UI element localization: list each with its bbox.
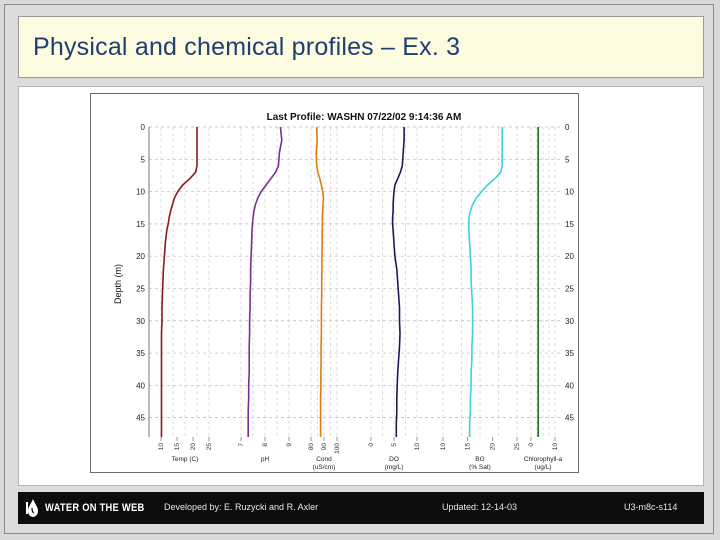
x-tick-label: 5: [391, 443, 398, 447]
x-tick-label: 0: [528, 443, 535, 447]
chart-axes: 0 0 5 5 10 10 15 15 20 20 25 25 30 30 35 35 40 40 45 45 10 15…: [136, 123, 574, 471]
y-tick-label-right: 10: [565, 188, 574, 197]
y-tick-label-right: 5: [565, 155, 570, 164]
series-line: [247, 126, 283, 437]
x-tick-label: 15: [174, 443, 181, 451]
x-tick-label: 90: [321, 443, 328, 451]
x-tick-label: 80: [308, 443, 315, 451]
x-tick-label: 15: [465, 443, 472, 451]
x-axis-label: Chlorophyll-a: [524, 456, 563, 463]
y-tick-label-left: 40: [136, 381, 145, 390]
slide-title: Physical and chemical profiles – Ex. 3: [33, 33, 461, 61]
y-tick-label-right: 35: [565, 349, 574, 358]
footer-bar: WATER ON THE WEB Developed by: E. Ruzyck…: [18, 492, 704, 524]
profile-chart: Last Profile: WASHN 07/22/02 9:14:36 AM …: [90, 93, 579, 473]
y-tick-label-right: 20: [565, 252, 574, 261]
y-tick-label-right: 45: [565, 414, 574, 423]
series-line: [468, 127, 504, 437]
footer-credits: Developed by: E. Ruzycki and R. Axler: [164, 502, 319, 512]
chart-grid: [149, 126, 561, 437]
x-axis-label: DO: [389, 456, 399, 463]
y-tick-label-left: 5: [141, 155, 146, 164]
y-axis-label: Depth (m): [113, 264, 123, 304]
x-tick-label: 9: [286, 443, 293, 447]
x-axis-label: (uS/cm): [313, 464, 336, 471]
x-tick-label: 25: [514, 443, 521, 451]
y-tick-label-left: 20: [136, 252, 145, 261]
chart-title: Last Profile: WASHN 07/22/02 9:14:36 AM: [267, 112, 462, 123]
series-line: [160, 127, 198, 437]
x-tick-label: 10: [158, 443, 165, 451]
x-axis-label: pH: [261, 456, 270, 463]
profile-chart-svg: Last Profile: WASHN 07/22/02 9:14:36 AM …: [113, 112, 574, 471]
chart-series: [160, 126, 540, 437]
x-tick-label: 25: [206, 443, 213, 451]
x-axis-label: (mg/L): [385, 464, 404, 471]
y-tick-label-right: 30: [565, 317, 574, 326]
x-axis-label: (ug/L): [535, 464, 552, 471]
series-line: [315, 126, 325, 437]
logo-text: WATER ON THE WEB: [45, 502, 145, 514]
series-line: [391, 127, 405, 437]
y-tick-label-left: 35: [136, 349, 145, 358]
x-tick-label: 20: [190, 443, 197, 451]
x-tick-label: 0: [368, 443, 375, 447]
x-axis-label: BG: [475, 456, 484, 463]
x-tick-label: 10: [414, 443, 421, 451]
water-on-the-web-logo: WATER ON THE WEB: [26, 497, 162, 519]
water-drop-icon: [26, 499, 38, 517]
x-tick-label: 20: [489, 443, 496, 451]
y-tick-label-right: 15: [565, 220, 574, 229]
y-tick-label-left: 30: [136, 317, 145, 326]
y-tick-label-left: 0: [141, 123, 146, 132]
footer-code: U3-m8c-s114: [624, 502, 678, 512]
x-axis-label: (% Sat): [469, 464, 491, 471]
y-tick-label-right: 25: [565, 284, 574, 293]
x-tick-label: 100: [334, 443, 341, 454]
y-tick-label-left: 45: [136, 414, 145, 423]
y-tick-label-left: 10: [136, 188, 145, 197]
y-tick-label-left: 15: [136, 220, 145, 229]
x-tick-label: 7: [238, 443, 245, 447]
y-tick-label-right: 0: [565, 123, 570, 132]
x-tick-label: 8: [262, 443, 269, 447]
x-tick-label: 10: [552, 443, 559, 451]
y-tick-label-right: 40: [565, 381, 574, 390]
x-tick-label: 10: [440, 443, 447, 451]
x-axis-label: Cond: [316, 456, 332, 463]
y-tick-label-left: 25: [136, 284, 145, 293]
title-box: Physical and chemical profiles – Ex. 3: [18, 16, 704, 78]
footer-updated: Updated: 12-14-03: [442, 502, 518, 512]
x-axis-label: Temp (C): [172, 456, 199, 463]
